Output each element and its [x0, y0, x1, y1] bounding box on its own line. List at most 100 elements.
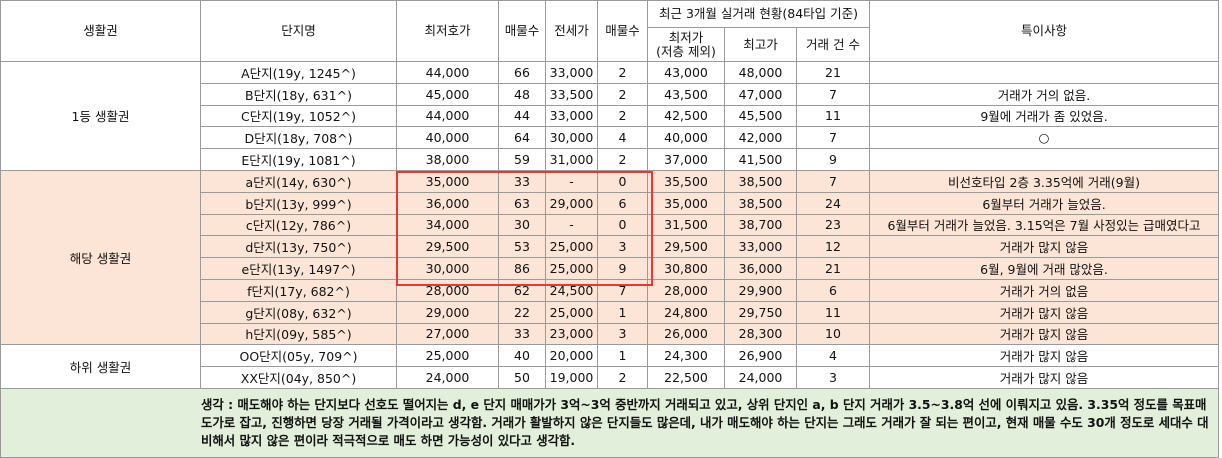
table-row: 1등 생활권 A단지(19y, 1245^) 44,000 66 33,000 2 43,0…: [0, 61, 1220, 171]
cell-note: 거래가 많지 않음: [869, 322, 1220, 346]
cell-recent-max: 38,500: [724, 169, 797, 193]
cell-min-ask: 24,000: [396, 366, 499, 389]
cell-recent-max: 24,000: [724, 366, 797, 389]
header-recent-trades: 최근 3개월 실거래 현황(84타입 기준): [646, 0, 871, 28]
cell-trade-count: 4: [795, 344, 871, 368]
cell-listings-2: 3: [597, 235, 648, 259]
cell-recent-min: 28,000: [647, 278, 725, 302]
cell-jeonse: 33,500: [545, 82, 598, 106]
cell-trade-count: 7: [795, 169, 871, 193]
cell-listings: 64: [498, 126, 546, 150]
cell-recent-min: 30,800: [647, 257, 725, 280]
cell-complex: E단지(19y, 1081^): [200, 148, 397, 171]
table-body: 1등 생활권 A단지(19y, 1245^) 44,000 66 33,000 2 43,0…: [0, 61, 1220, 389]
cell-trade-count: 11: [795, 104, 871, 128]
header-region: 생활권: [0, 0, 201, 62]
cell-recent-min: 43,500: [647, 82, 725, 106]
cell-jeonse: 25,000: [545, 235, 598, 259]
region-group-label: 1등 생활권: [0, 61, 201, 171]
cell-recent-max: 36,000: [724, 257, 797, 280]
cell-recent-max: 41,500: [724, 148, 797, 171]
cell-complex: f단지(17y, 682^): [200, 278, 397, 302]
cell-min-ask: 29,500: [396, 235, 499, 259]
table-row: g단지(08y, 632^) 29,000 22 25,000 1 24,800 29,75…: [1, 300, 1220, 324]
cell-listings-2: 0: [597, 213, 648, 237]
cell-min-ask: 36,000: [396, 191, 499, 215]
cell-recent-max: 28,300: [724, 322, 797, 346]
cell-listings: 86: [498, 257, 546, 280]
cell-min-ask: 44,000: [396, 61, 499, 84]
header-listings-2: 매물수: [597, 0, 648, 62]
cell-listings-2: 4: [597, 126, 648, 150]
cell-listings: 62: [498, 278, 546, 302]
cell-listings: 22: [498, 300, 546, 324]
cell-listings-2: 2: [597, 61, 648, 84]
cell-listings-2: 1: [597, 300, 648, 324]
cell-trade-count: 21: [795, 257, 871, 280]
table-row: C단지(19y, 1052^) 44,000 44 33,000 2 42,500 45,5…: [1, 104, 1220, 128]
cell-note: [869, 148, 1220, 171]
cell-trade-count: 10: [795, 322, 871, 346]
table-row: c단지(12y, 786^) 34,000 30-0 31,500 38,700 23 6월…: [1, 213, 1220, 237]
cell-complex: h단지(09y, 585^): [200, 322, 397, 346]
cell-recent-max: 29,750: [724, 300, 797, 324]
cell-min-ask: 40,000: [396, 126, 499, 150]
cell-min-ask: 28,000: [396, 278, 499, 302]
cell-trade-count: 7: [795, 82, 871, 106]
cell-jeonse: 19,000: [545, 366, 598, 389]
table-row: e단지(13y, 1497^) 30,000 86 25,000 9 30,800 36,0…: [1, 257, 1220, 280]
cell-jeonse: 33,000: [545, 61, 598, 84]
cell-recent-min: 42,500: [647, 104, 725, 128]
cell-listings: 59: [498, 148, 546, 171]
cell-recent-max: 47,000: [724, 82, 797, 106]
cell-recent-min: 24,300: [647, 344, 725, 368]
cell-listings: 33: [498, 322, 546, 346]
cell-jeonse: 24,500: [545, 278, 598, 302]
cell-recent-min: 31,500: [647, 213, 725, 237]
cell-recent-max: 33,000: [724, 235, 797, 259]
table-row: D단지(18y, 708^) 40,000 64 30,000 4 40,000 42,00…: [1, 126, 1220, 150]
header-recent-min: 최저가 (저층 제외): [647, 27, 725, 62]
cell-listings-2: 2: [597, 148, 648, 171]
cell-min-ask: 30,000: [396, 257, 499, 280]
cell-recent-min: 43,000: [647, 61, 725, 84]
cell-complex: g단지(08y, 632^): [200, 300, 397, 324]
cell-jeonse: 30,000: [545, 126, 598, 150]
cell-trade-count: 21: [795, 61, 871, 84]
header-min-ask: 최저호가: [396, 0, 499, 62]
table-row: d단지(13y, 750^) 29,500 53 25,000 3 29,500 33,00…: [1, 235, 1220, 259]
cell-min-ask: 44,000: [396, 104, 499, 128]
cell-jeonse: -: [545, 169, 598, 193]
cell-complex: a단지(14y, 630^): [200, 169, 397, 193]
cell-complex: d단지(13y, 750^): [200, 235, 397, 259]
cell-listings: 63: [498, 191, 546, 215]
cell-note: 9월에 거래가 좀 있었음.: [869, 104, 1220, 128]
table-row: B단지(18y, 631^) 45,000 48 33,500 2 43,500 47,00…: [1, 82, 1220, 106]
header-notes: 특이사항: [869, 0, 1220, 62]
header-complex: 단지명: [200, 0, 397, 62]
table-row: 해당 생활권 a단지(14y, 630^) 35,000 33-0 35,500 38,5…: [0, 169, 1220, 346]
cell-listings: 48: [498, 82, 546, 106]
region-group-label: 해당 생활권: [0, 169, 201, 346]
cell-recent-min: 35,000: [647, 191, 725, 215]
cell-listings: 30: [498, 213, 546, 237]
cell-recent-max: 42,000: [724, 126, 797, 150]
cell-note: 6월부터 거래가 늘었음.: [869, 191, 1220, 215]
cell-trade-count: 24: [795, 191, 871, 215]
cell-recent-max: 38,500: [724, 191, 797, 215]
cell-listings-2: 0: [597, 169, 648, 193]
cell-jeonse: -: [545, 213, 598, 237]
cell-complex: e단지(13y, 1497^): [200, 257, 397, 280]
cell-recent-min: 29,500: [647, 235, 725, 259]
cell-recent-min: 26,000: [647, 322, 725, 346]
cell-complex: OO단지(05y, 709^): [200, 344, 397, 368]
cell-recent-min: 24,800: [647, 300, 725, 324]
cell-min-ask: 38,000: [396, 148, 499, 171]
cell-listings-2: 6: [597, 191, 648, 215]
cell-jeonse: 31,000: [545, 148, 598, 171]
cell-jeonse: 23,000: [545, 322, 598, 346]
cell-listings-2: 2: [597, 366, 648, 389]
cell-listings-2: 3: [597, 322, 648, 346]
cell-note: 6월, 9월에 거래 많았음.: [869, 257, 1220, 280]
cell-listings: 33: [498, 169, 546, 193]
